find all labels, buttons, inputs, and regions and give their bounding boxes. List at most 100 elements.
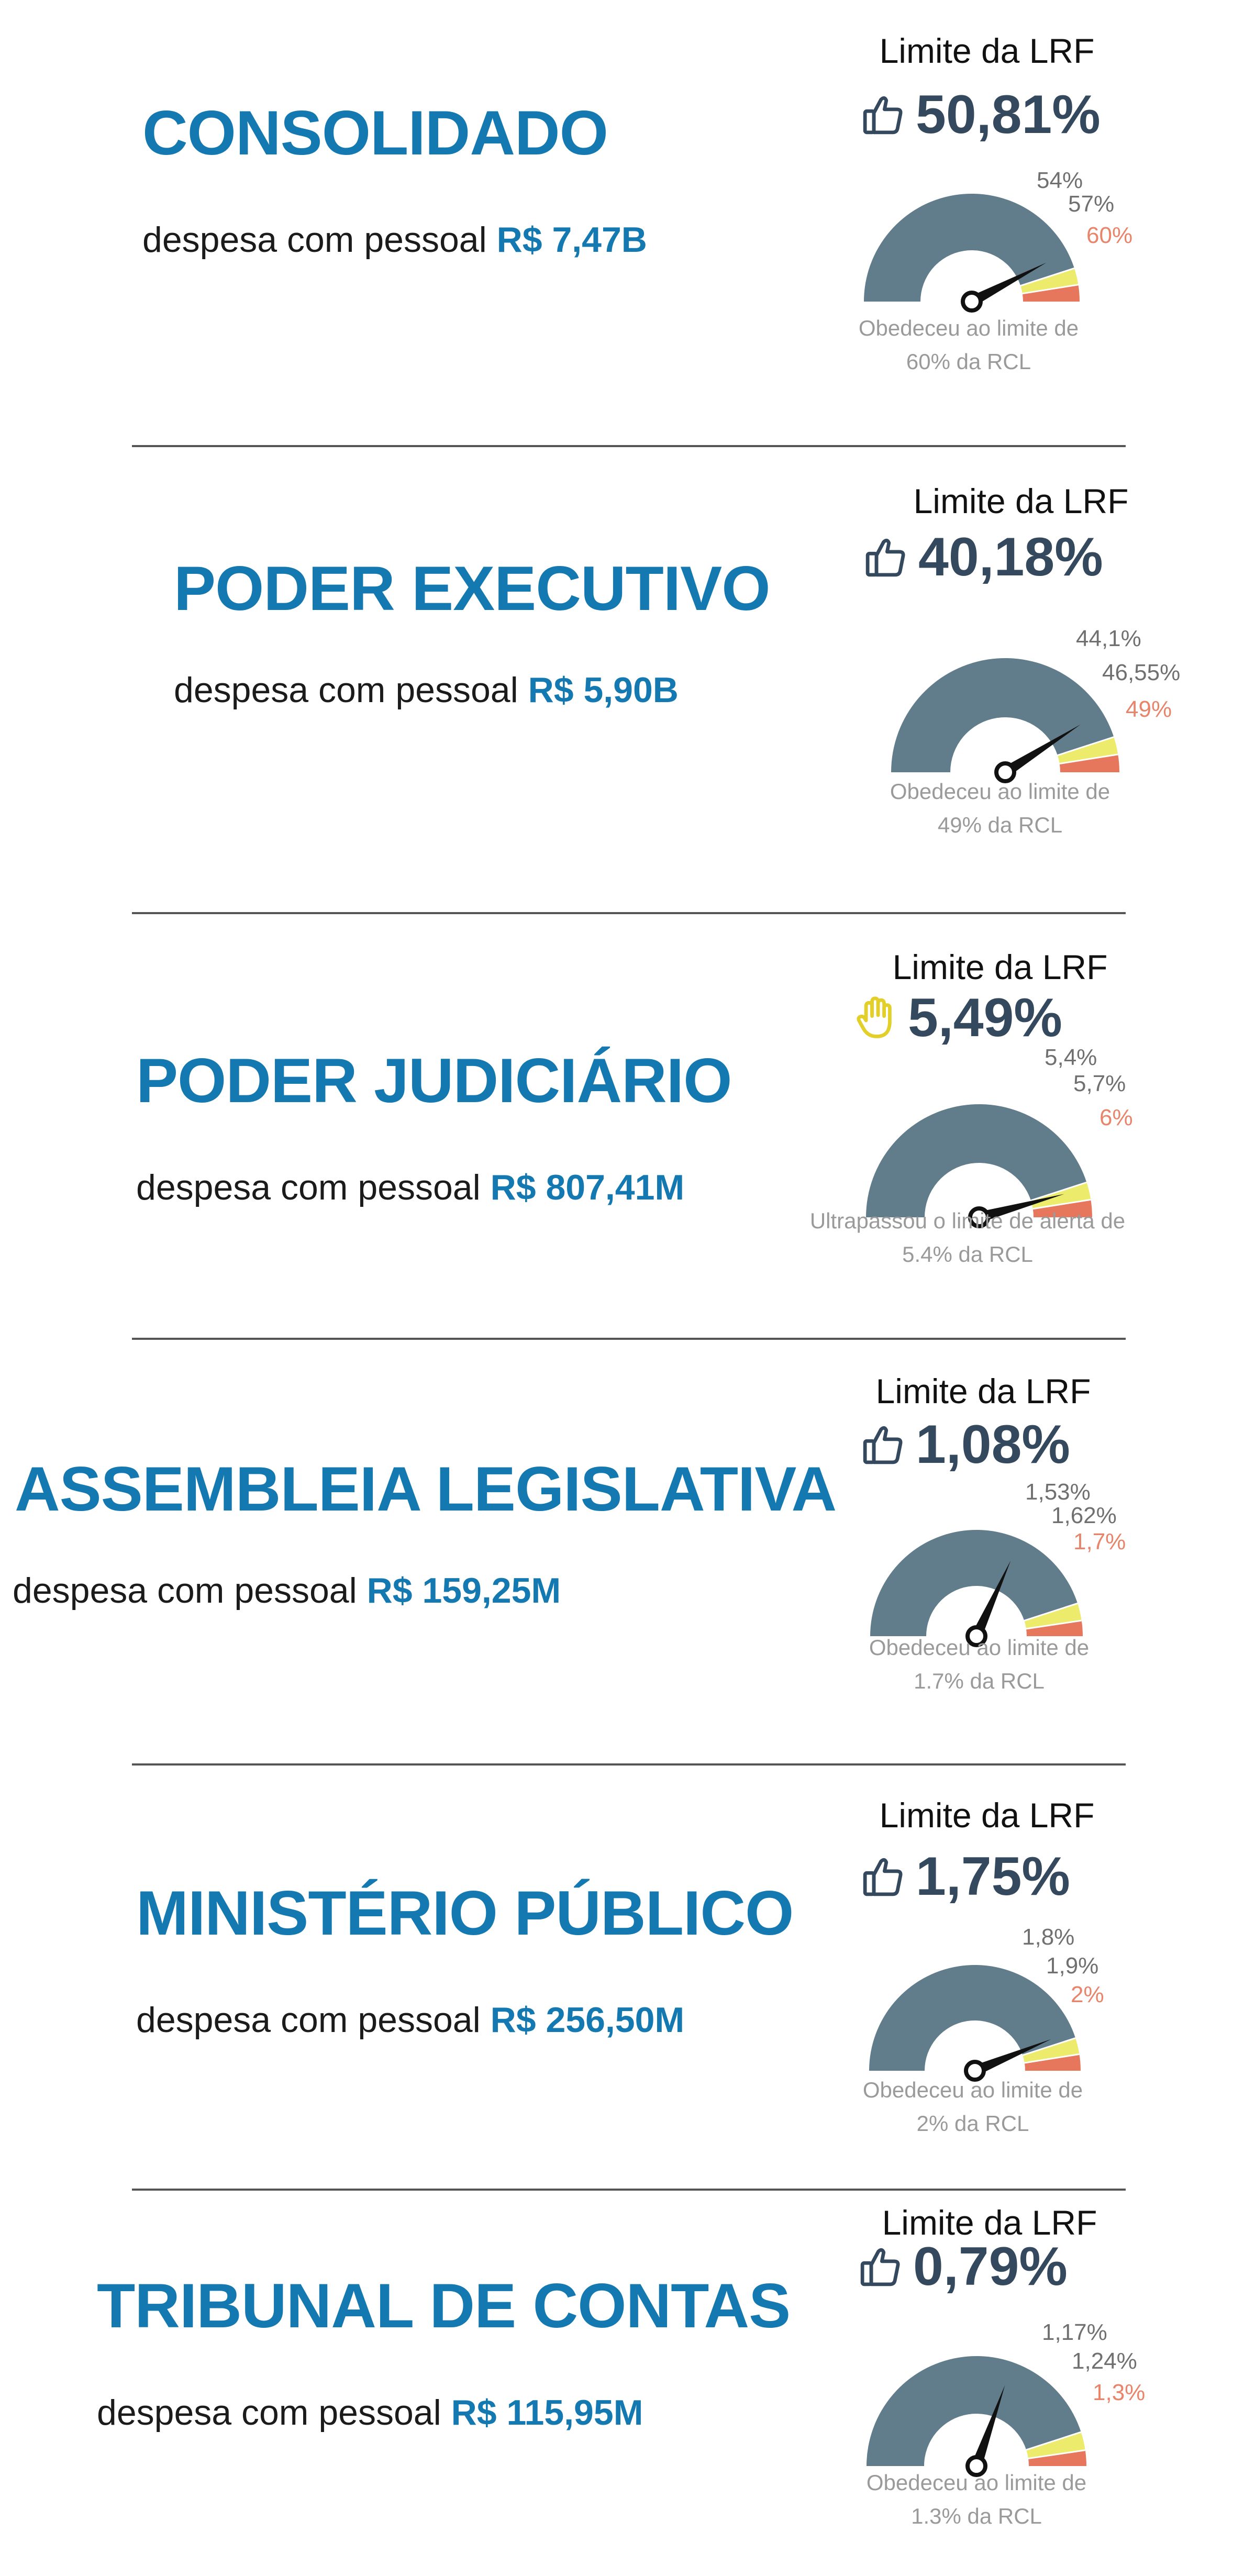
caption-line-2: 2% da RCL bbox=[916, 2111, 1029, 2136]
gauge-needle bbox=[969, 2385, 1005, 2473]
gauge-band-alert bbox=[1023, 2038, 1080, 2063]
thumbs-up-icon bbox=[861, 92, 904, 138]
gauge-caption: Obedeceu ao limite de 49% da RCL bbox=[780, 775, 1220, 842]
prudential-tick-label: 1,62% bbox=[1051, 1503, 1117, 1528]
gauge-needle-pivot bbox=[968, 1206, 990, 1228]
gauge-needle-pivot bbox=[965, 2455, 987, 2477]
gauge-needle bbox=[968, 2039, 1051, 2078]
gauge-caption: Obedeceu ao limite de 1.3% da RCL bbox=[757, 2466, 1196, 2533]
section-divider bbox=[132, 1338, 1126, 1340]
gauge-caption: Obedeceu ao limite de 60% da RCL bbox=[749, 312, 1189, 379]
caption-line-2: 5.4% da RCL bbox=[902, 1242, 1033, 1267]
prudential-tick-label: 57% bbox=[1068, 191, 1115, 217]
percent-value: 40,18% bbox=[918, 527, 1103, 587]
expense-label: despesa com pessoal bbox=[97, 2393, 441, 2433]
gauge-chart bbox=[891, 658, 1119, 783]
caption-line-1: Obedeceu ao limite de bbox=[869, 1635, 1090, 1660]
section-title: PODER EXECUTIVO bbox=[174, 553, 771, 624]
caption-line-1: Obedeceu ao limite de bbox=[862, 2078, 1083, 2102]
gauge-needle-pivot bbox=[994, 761, 1016, 783]
expense-amount: R$ 5,90B bbox=[528, 670, 679, 710]
percent-row: 50,81% bbox=[861, 87, 1101, 142]
gauge-band-limit bbox=[1024, 2054, 1081, 2071]
gauge-chart bbox=[866, 1104, 1092, 1228]
limit-title: Limite da LRF bbox=[879, 1796, 1095, 1835]
gauge-band-normal bbox=[869, 1965, 1076, 2071]
expense-label: despesa com pessoal bbox=[13, 1571, 357, 1611]
percent-value: 0,79% bbox=[913, 2236, 1068, 2297]
thumbs-up-icon bbox=[864, 534, 907, 580]
section-divider bbox=[132, 2189, 1126, 2191]
limit-tick-label: 1,3% bbox=[1093, 2380, 1146, 2405]
gauge-band-normal bbox=[867, 2356, 1081, 2466]
gauge-band-normal bbox=[891, 658, 1114, 772]
caption-line-1: Obedeceu ao limite de bbox=[866, 2470, 1087, 2495]
expense-amount: R$ 807,41M bbox=[490, 1168, 685, 1207]
alert-tick-label: 1,53% bbox=[1025, 1479, 1091, 1505]
gauge-band-alert bbox=[1030, 1182, 1091, 1209]
gauge-caption: Obedeceu ao limite de 2% da RCL bbox=[753, 2073, 1193, 2140]
percent-row: 5,49% bbox=[853, 991, 1062, 1045]
expense-amount: R$ 7,47B bbox=[496, 220, 647, 260]
limit-title: Limite da LRF bbox=[882, 2203, 1097, 2242]
section-title: MINISTÉRIO PÚBLICO bbox=[136, 1878, 794, 1948]
percent-row: 1,08% bbox=[861, 1417, 1070, 1472]
expense-label: despesa com pessoal bbox=[142, 220, 487, 260]
personnel-expense: despesa com pessoal R$ 115,95M bbox=[97, 2395, 643, 2430]
prudential-tick-label: 1,9% bbox=[1046, 1953, 1099, 1979]
limit-title: Limite da LRF bbox=[875, 1372, 1091, 1411]
gauge-chart bbox=[869, 1965, 1081, 2082]
gauge-band-limit bbox=[1032, 1200, 1092, 1217]
gauge-needle-pivot bbox=[965, 1625, 987, 1647]
expense-label: despesa com pessoal bbox=[136, 1168, 481, 1207]
thumbs-up-icon bbox=[861, 1422, 904, 1468]
percent-value: 1,08% bbox=[916, 1414, 1070, 1475]
gauge-needle bbox=[964, 262, 1047, 309]
thumbs-up-icon bbox=[861, 1853, 904, 1900]
personnel-expense: despesa com pessoal R$ 807,41M bbox=[136, 1170, 684, 1205]
caption-line-2: 1.3% da RCL bbox=[911, 2504, 1042, 2528]
gauge-separator bbox=[1024, 1602, 1078, 1622]
gauge-separator bbox=[1026, 2431, 1082, 2451]
limit-tick-label: 6% bbox=[1099, 1105, 1133, 1130]
gauge-separator bbox=[1022, 284, 1079, 295]
expense-label: despesa com pessoal bbox=[136, 2000, 481, 2040]
personnel-expense: despesa com pessoal R$ 7,47B bbox=[142, 222, 647, 258]
percent-value: 5,49% bbox=[908, 987, 1062, 1048]
limit-tick-label: 49% bbox=[1126, 696, 1172, 722]
gauge-separator bbox=[1030, 1181, 1087, 1202]
limit-tick-label: 2% bbox=[1071, 1982, 1104, 2007]
limit-title: Limite da LRF bbox=[879, 31, 1095, 70]
caption-line-2: 60% da RCL bbox=[906, 349, 1031, 374]
expense-amount: R$ 256,50M bbox=[490, 2000, 685, 2040]
gauge-band-limit bbox=[1022, 284, 1080, 302]
gauge-band-limit bbox=[1059, 754, 1119, 772]
percent-value: 50,81% bbox=[916, 84, 1101, 145]
gauge-band-limit bbox=[1028, 2450, 1086, 2466]
gauge-separator bbox=[1024, 2053, 1080, 2064]
gauge-chart bbox=[867, 2356, 1086, 2477]
gauge-needle-pivot bbox=[964, 2060, 986, 2082]
section-divider bbox=[132, 1763, 1126, 1766]
caption-line-1: Obedeceu ao limite de bbox=[858, 316, 1079, 340]
gauge-needle bbox=[997, 724, 1081, 780]
percent-row: 0,79% bbox=[859, 2239, 1068, 2294]
personnel-expense: despesa com pessoal R$ 159,25M bbox=[13, 1573, 561, 1608]
gauge-band-alert bbox=[1020, 268, 1079, 294]
limit-title: Limite da LRF bbox=[892, 948, 1108, 986]
prudential-tick-label: 1,24% bbox=[1072, 2348, 1137, 2374]
gauge-caption: Obedeceu ao limite de 1.7% da RCL bbox=[759, 1631, 1199, 1698]
caption-line-2: 49% da RCL bbox=[937, 813, 1063, 837]
gauge-separator bbox=[1020, 267, 1075, 287]
alert-tick-label: 5,4% bbox=[1045, 1045, 1097, 1070]
gauge-separator bbox=[1032, 1198, 1091, 1210]
limit-tick-label: 60% bbox=[1086, 223, 1133, 248]
expense-amount: R$ 115,95M bbox=[451, 2393, 643, 2433]
thumbs-up-icon bbox=[859, 2244, 902, 2290]
gauge-band-limit bbox=[1026, 1620, 1083, 1636]
section-divider bbox=[132, 445, 1126, 447]
limit-tick-label: 1,7% bbox=[1073, 1529, 1126, 1555]
percent-row: 1,75% bbox=[861, 1849, 1070, 1904]
section-title: TRIBUNAL DE CONTAS bbox=[97, 2271, 791, 2341]
gauge-band-normal bbox=[870, 1530, 1078, 1636]
